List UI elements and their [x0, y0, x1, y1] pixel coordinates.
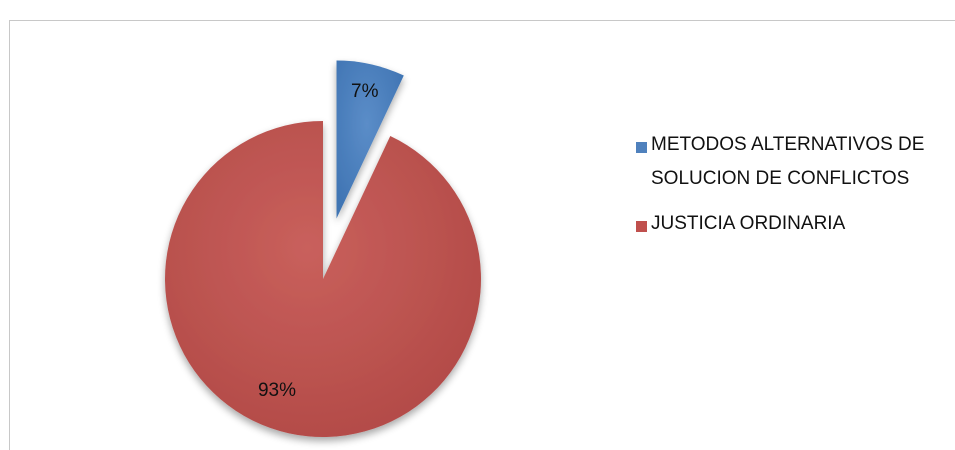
pie-slice-justicia [165, 121, 482, 438]
legend-item-metodos: METODOS ALTERNATIVOS DE SOLUCION DE CONF… [636, 134, 946, 196]
legend-item-justicia: JUSTICIA ORDINARIA [636, 213, 946, 241]
pie-slice-metodos [336, 60, 404, 219]
legend: METODOS ALTERNATIVOS DE SOLUCION DE CONF… [636, 134, 946, 259]
pie-slices [165, 60, 482, 438]
chart-frame [9, 20, 955, 450]
data-label-metodos: 7% [351, 81, 379, 102]
legend-swatch-blue [636, 142, 647, 153]
legend-label-justicia: JUSTICIA ORDINARIA [651, 213, 846, 234]
data-label-justicia: 93% [258, 380, 296, 401]
legend-swatch-red [636, 221, 647, 232]
legend-label-metodos: METODOS ALTERNATIVOS DE SOLUCION DE CONF… [651, 134, 925, 189]
pie-data-labels: 7% 93% [258, 81, 379, 401]
